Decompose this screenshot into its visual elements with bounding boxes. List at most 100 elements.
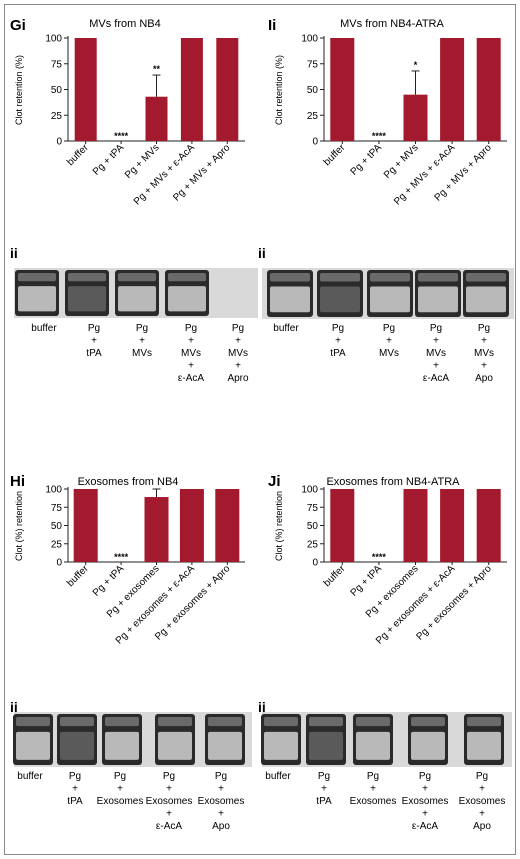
chart-title: MVs from NB4 bbox=[89, 18, 161, 30]
y-tick-label: 25 bbox=[307, 111, 319, 122]
tube-contents bbox=[105, 731, 139, 760]
significance-label: **** bbox=[114, 131, 129, 141]
tube-contents bbox=[68, 286, 106, 312]
tube-contents bbox=[270, 286, 310, 313]
significance-label: **** bbox=[372, 552, 387, 562]
photo-condition-label: + bbox=[117, 784, 123, 795]
photo-condition-label: Pg bbox=[367, 771, 379, 782]
photo-condition-label: Pg bbox=[419, 771, 431, 782]
panel-label: Hi bbox=[10, 473, 25, 490]
tube-contents bbox=[208, 731, 242, 760]
tube-rim bbox=[16, 717, 50, 727]
photo-condition-label: + bbox=[335, 336, 341, 347]
photo-condition-label: + bbox=[166, 784, 172, 795]
tube-rim bbox=[68, 273, 106, 282]
significance-label: **** bbox=[372, 131, 387, 141]
tube-rim bbox=[356, 717, 390, 727]
tube-contents bbox=[370, 286, 410, 313]
y-tick-label: 50 bbox=[51, 521, 63, 532]
y-tick-label: 75 bbox=[51, 59, 63, 70]
x-tick-label: Pg + tPA bbox=[91, 142, 127, 178]
bar bbox=[215, 489, 240, 562]
y-tick-label: 25 bbox=[307, 539, 319, 550]
photo-condition-label: Exosomes bbox=[350, 796, 397, 807]
photo-panel-label: ii bbox=[258, 699, 266, 715]
bar bbox=[476, 38, 501, 141]
photo-condition-label: + bbox=[188, 336, 194, 347]
photo-condition-label: MVs bbox=[379, 348, 399, 359]
photo-condition-label: tPA bbox=[330, 348, 346, 359]
tube-rim bbox=[105, 717, 139, 727]
tube-rim bbox=[158, 717, 192, 727]
photo-condition-label: buffer bbox=[17, 771, 43, 782]
photo-condition-label: + bbox=[235, 336, 241, 347]
photo-condition-label: + bbox=[386, 336, 392, 347]
tube-contents bbox=[60, 731, 94, 760]
photo-condition-label: Apo bbox=[475, 373, 493, 384]
y-tick-label: 100 bbox=[301, 34, 318, 45]
photo-condition-label: Pg bbox=[232, 323, 244, 334]
chart-title: Exosomes from NB4-ATRA bbox=[326, 476, 460, 488]
photo-condition-label: Exosomes bbox=[402, 796, 449, 807]
y-axis-label: Clot (%) retention bbox=[274, 491, 284, 561]
tube-rim bbox=[418, 273, 458, 282]
y-tick-label: 25 bbox=[51, 111, 63, 122]
tube-rim bbox=[466, 273, 506, 282]
chart-title: Exosomes from NB4 bbox=[78, 476, 179, 488]
photo-condition-label: Pg bbox=[332, 323, 344, 334]
photo-condition-label: + bbox=[188, 361, 194, 372]
photo-condition-label: + bbox=[479, 809, 485, 820]
bar bbox=[179, 489, 204, 562]
y-axis-label: Clot retention (%) bbox=[14, 55, 24, 125]
photo-condition-label: ε-AcA bbox=[423, 373, 449, 384]
photo-condition-label: MVs bbox=[426, 348, 446, 359]
photo-condition-label: + bbox=[479, 784, 485, 795]
y-tick-label: 100 bbox=[45, 485, 62, 496]
bar bbox=[145, 96, 168, 141]
photo-condition-label: Apro bbox=[227, 373, 249, 384]
photo-condition-label: buffer bbox=[273, 323, 299, 334]
tube-contents bbox=[18, 286, 56, 312]
tube-rim bbox=[60, 717, 94, 727]
photo-condition-label: Pg bbox=[185, 323, 197, 334]
x-tick-label: Pg + exosomes + Apro bbox=[415, 563, 495, 643]
tube-rim bbox=[309, 717, 343, 727]
photo-condition-label: + bbox=[166, 809, 172, 820]
y-axis-label: Clot (%) retention bbox=[14, 491, 24, 561]
photo-condition-label: Apo bbox=[212, 821, 230, 832]
tube-contents bbox=[158, 731, 192, 760]
x-tick-label: buffer bbox=[322, 142, 348, 168]
photo-condition-label: + bbox=[422, 784, 428, 795]
photo-condition-label: Pg bbox=[476, 771, 488, 782]
bar bbox=[403, 94, 428, 141]
photo-condition-label: + bbox=[481, 336, 487, 347]
y-tick-label: 0 bbox=[312, 558, 318, 569]
bar bbox=[330, 489, 355, 562]
x-tick-label: buffer bbox=[65, 563, 91, 589]
figure-frame bbox=[4, 4, 516, 855]
photo-condition-label: Apo bbox=[473, 821, 491, 832]
photo-condition-label: tPA bbox=[86, 348, 102, 359]
photo-condition-label: buffer bbox=[31, 323, 57, 334]
tube-contents bbox=[320, 286, 360, 313]
y-tick-label: 25 bbox=[51, 539, 63, 550]
significance-label: **** bbox=[114, 552, 129, 562]
photo-condition-label: + bbox=[218, 809, 224, 820]
photo-condition-label: Pg bbox=[114, 771, 126, 782]
y-tick-label: 75 bbox=[307, 503, 319, 514]
bar bbox=[440, 38, 465, 141]
x-tick-label: Pg + tPA bbox=[349, 142, 385, 178]
tube-contents bbox=[264, 731, 298, 760]
photo-condition-label: + bbox=[72, 784, 78, 795]
tube-contents bbox=[356, 731, 390, 760]
panel-label: Gi bbox=[10, 17, 26, 34]
tube-rim bbox=[270, 273, 310, 282]
photo-panel-label: ii bbox=[10, 699, 18, 715]
tube-contents bbox=[467, 731, 501, 760]
photo-condition-label: MVs bbox=[132, 348, 152, 359]
photo-condition-label: MVs bbox=[474, 348, 494, 359]
bar bbox=[403, 489, 428, 562]
photo-condition-label: Pg bbox=[69, 771, 81, 782]
photo-condition-label: buffer bbox=[265, 771, 291, 782]
chart-title: MVs from NB4-ATRA bbox=[340, 18, 444, 30]
